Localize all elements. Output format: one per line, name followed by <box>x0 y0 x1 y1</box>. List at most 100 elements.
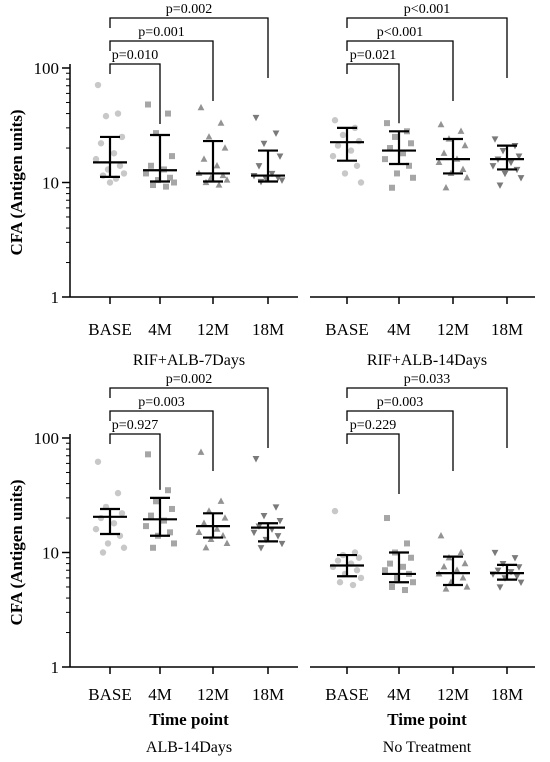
x-tick-label: 4M <box>148 320 172 339</box>
group-label: No Treatment <box>383 739 472 756</box>
data-point <box>92 525 100 533</box>
data-point <box>408 554 414 561</box>
data-point <box>272 504 280 511</box>
data-point <box>213 161 221 169</box>
data-point <box>276 153 284 160</box>
significance-bracket <box>346 410 454 471</box>
data-point <box>334 142 342 149</box>
data-point <box>143 523 149 530</box>
data-point <box>515 564 523 571</box>
data-point <box>382 567 388 574</box>
data-point <box>459 574 467 581</box>
data-point <box>114 110 122 117</box>
y-tick-label: 100 <box>34 59 60 78</box>
data-point <box>153 130 159 137</box>
x-tick-label: 4M <box>387 685 411 704</box>
data-point <box>384 515 390 522</box>
data-point <box>511 555 519 562</box>
data-point <box>272 130 280 137</box>
data-point <box>457 548 465 556</box>
data-point <box>169 505 175 512</box>
significance-bracket <box>346 387 508 448</box>
x-tick-label: 18M <box>491 685 523 704</box>
data-point <box>165 110 171 117</box>
data-point <box>110 520 118 527</box>
significance-bracket <box>109 40 214 101</box>
data-point <box>410 174 416 181</box>
y-axis-label: CFA (Antigen units) <box>7 109 26 255</box>
data-point <box>219 171 227 179</box>
data-point <box>165 487 171 494</box>
x-tick-label: 12M <box>197 685 229 704</box>
panel-2: 1 10 100 CFA (Antigen units) BASE 4M 12M 18M Tim… <box>7 372 298 756</box>
data-point <box>207 535 215 543</box>
panel-3: BASE 4M 12M 18M Time point No Treatment p=0.22… <box>310 372 535 756</box>
x-tick-label: BASE <box>325 320 368 339</box>
data-point <box>440 149 448 156</box>
data-point <box>163 183 169 190</box>
significance-bracket <box>109 17 269 78</box>
significance-bracket <box>109 63 161 124</box>
data-point <box>353 567 361 574</box>
data-point <box>167 174 173 181</box>
data-point <box>461 559 469 567</box>
group-label: ALB-14Days <box>146 739 232 756</box>
data-point <box>408 140 414 147</box>
data-point <box>215 181 223 188</box>
data-point <box>355 554 363 561</box>
x-axis-label: Time point <box>149 710 229 729</box>
x-tick-label: 12M <box>437 685 469 704</box>
data-point <box>442 183 450 191</box>
p-value-label: p<0.001 <box>404 2 450 17</box>
data-point <box>150 544 156 551</box>
data-point <box>217 497 225 504</box>
data-point <box>274 175 282 182</box>
data-point <box>392 133 398 140</box>
p-value-label: p=0.002 <box>166 2 212 17</box>
p-value-label: p=0.229 <box>350 418 396 433</box>
data-point <box>150 182 156 189</box>
data-point <box>97 140 105 147</box>
data-point <box>437 531 445 539</box>
data-point <box>389 184 395 191</box>
data-point <box>491 136 499 143</box>
data-point <box>255 163 263 170</box>
data-point <box>120 544 128 551</box>
data-point <box>197 448 205 455</box>
data-point <box>143 170 149 177</box>
data-point <box>507 159 515 167</box>
data-point <box>202 543 210 551</box>
data-point <box>148 512 154 519</box>
data-point <box>389 583 395 590</box>
data-point <box>463 583 471 590</box>
data-point <box>223 539 231 547</box>
data-point <box>148 162 154 169</box>
data-point <box>195 528 203 535</box>
data-point <box>252 456 260 463</box>
p-value-label: p=0.002 <box>166 372 212 387</box>
data-point <box>94 81 102 89</box>
data-point <box>406 162 412 169</box>
p-value-label: p=0.003 <box>377 395 423 410</box>
y-tick-label: 1 <box>51 288 60 307</box>
data-point <box>155 177 161 184</box>
data-point <box>221 144 229 151</box>
data-point <box>394 574 400 581</box>
data-point <box>463 173 471 181</box>
data-point <box>400 563 406 570</box>
data-point <box>278 540 286 548</box>
significance-bracket <box>346 433 400 494</box>
data-point <box>349 581 357 589</box>
group-label: RIF+ALB-7Days <box>133 352 245 369</box>
data-point <box>404 540 410 547</box>
x-tick-label: 18M <box>491 320 523 339</box>
p-value-label: p=0.010 <box>112 48 158 63</box>
data-point <box>329 152 337 160</box>
data-point <box>114 489 122 497</box>
p-value-label: p=0.021 <box>350 48 396 63</box>
data-point <box>250 529 258 537</box>
data-point <box>221 514 229 521</box>
p-value-label: p=0.001 <box>138 25 184 40</box>
y-tick-label: 100 <box>34 429 60 448</box>
